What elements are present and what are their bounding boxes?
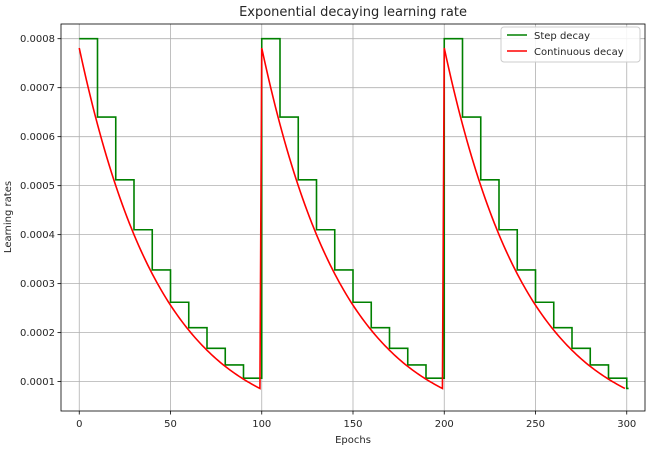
x-tick-label: 200 <box>435 419 454 430</box>
series-lines <box>78 37 629 390</box>
y-tick-label: 0.0003 <box>20 279 55 290</box>
series-step-decay <box>79 37 629 390</box>
legend-label-step-decay: Step decay <box>534 31 590 42</box>
y-tick-label: 0.0008 <box>20 34 55 45</box>
y-tick-label: 0.0005 <box>20 181 55 192</box>
chart-title: Exponential decaying learning rate <box>239 5 467 20</box>
x-tick-label: 100 <box>252 419 271 430</box>
x-tick-label: 50 <box>164 419 177 430</box>
x-axis-label: Epochs <box>335 435 371 446</box>
grid-lines <box>61 24 645 411</box>
x-axis-ticks: 0 50 100 150 200 250 300 <box>76 411 636 430</box>
y-tick-label: 0.0007 <box>20 83 55 94</box>
x-tick-label: 250 <box>526 419 545 430</box>
x-tick-label: 150 <box>343 419 362 430</box>
x-tick-label: 0 <box>76 419 82 430</box>
y-axis-label: Learning rates <box>3 181 14 253</box>
y-tick-label: 0.0004 <box>20 230 55 241</box>
y-axis-ticks: 0.0001 0.0002 0.0003 0.0004 0.0005 0.0006 0.00… <box>20 34 61 388</box>
legend-box <box>500 26 641 63</box>
y-tick-label: 0.0002 <box>20 328 55 339</box>
y-tick-label: 0.0006 <box>20 132 55 143</box>
y-tick-label: 0.0001 <box>20 377 55 388</box>
x-tick-label: 300 <box>617 419 636 430</box>
legend-label-continuous-decay: Continuous decay <box>534 47 624 58</box>
legend: Step decay Continuous decay <box>500 26 641 63</box>
series-continuous-decay <box>78 47 626 390</box>
